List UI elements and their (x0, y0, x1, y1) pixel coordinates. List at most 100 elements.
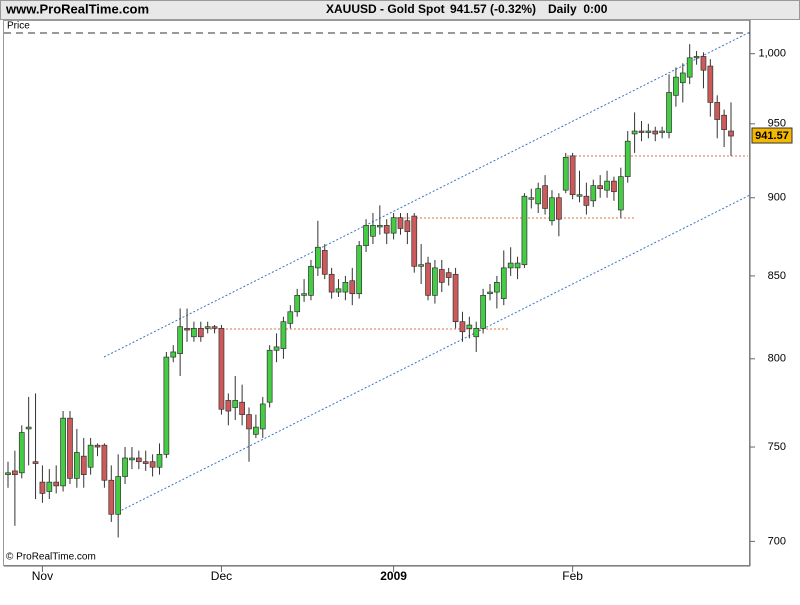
candle-body (342, 282, 349, 293)
candle-body (604, 180, 610, 191)
candle-body (679, 72, 686, 84)
candle-body (611, 180, 617, 193)
y-tick-label: 950 (768, 118, 786, 130)
candle-body (590, 185, 597, 202)
candle-body (80, 455, 87, 476)
candle-body (46, 481, 53, 492)
y-tick-label: 1,000 (758, 48, 786, 60)
candle-body (184, 328, 190, 331)
candle-body (714, 102, 721, 120)
candle-body (542, 185, 548, 209)
candle-body (87, 444, 94, 468)
candle-body (253, 426, 259, 435)
candle-body (638, 130, 645, 133)
candle-body (191, 328, 197, 338)
candle-body (549, 197, 555, 222)
channel-upper (103, 31, 751, 358)
candle-body (624, 140, 631, 178)
candle-body (686, 57, 693, 78)
y-tick-label: 900 (768, 192, 786, 204)
candle-body (500, 267, 507, 299)
candle-body (535, 188, 542, 205)
candle-body (18, 432, 25, 474)
candle-body (197, 328, 204, 338)
candle-body (652, 130, 659, 135)
candle-body (693, 56, 700, 59)
candle-body (5, 472, 11, 476)
candle-body (156, 453, 163, 468)
y-tick-label: 850 (768, 270, 786, 282)
candle-body (418, 264, 424, 267)
candle-body (528, 197, 535, 200)
candle-body (356, 245, 363, 295)
candle-body (287, 311, 294, 324)
candle-body (583, 195, 590, 206)
candle-body (645, 130, 652, 133)
axis-label: Price (7, 21, 30, 32)
candle-body (239, 401, 245, 415)
candle-body (135, 457, 142, 463)
candle-body (438, 269, 445, 283)
candle-body (53, 481, 60, 487)
price-change: 941.57 (-0.32%) (450, 2, 536, 16)
candle-body (12, 470, 18, 476)
candle-body (94, 444, 101, 448)
candle-body (129, 457, 135, 461)
candle-body (569, 155, 576, 196)
channel-lower (117, 194, 751, 513)
candle-body (170, 351, 177, 358)
candle-body (507, 262, 514, 269)
candle-body (673, 76, 679, 96)
candle-body (432, 267, 438, 296)
candle-body (721, 114, 727, 130)
candle-body (363, 225, 369, 247)
candle-body (707, 65, 714, 103)
candle-body (301, 293, 307, 296)
candle-body (425, 262, 431, 296)
candle-body (280, 321, 287, 349)
x-tick-label: 2009 (380, 569, 407, 583)
candle-body (294, 294, 301, 313)
x-tick-label: Feb (562, 569, 583, 583)
candle-body (466, 324, 473, 329)
candle-body (25, 426, 32, 430)
timeframe: Daily 0:00 (548, 2, 608, 16)
candle-body (266, 349, 273, 403)
candle-body (514, 262, 521, 269)
candle-body (67, 417, 73, 479)
candle-body (666, 92, 672, 133)
candle-body (556, 197, 562, 220)
price-tag: 941.57 (755, 130, 789, 142)
candle-body (335, 288, 342, 293)
candle-body (232, 400, 239, 408)
candle-body (108, 479, 115, 515)
candle-body (74, 452, 80, 479)
candle-body (273, 346, 280, 351)
candle-body (576, 194, 583, 197)
candle-body (480, 294, 486, 329)
candle-body (452, 273, 459, 323)
candle-body (473, 328, 480, 338)
candle-body (177, 326, 183, 355)
candle-body (315, 246, 321, 269)
candle-body (204, 326, 211, 329)
candle-body (32, 461, 39, 464)
candle-body (101, 444, 108, 481)
candle-body (149, 461, 156, 468)
candle-body (376, 225, 383, 228)
candle-body (487, 291, 493, 295)
copyright: © ProRealTime.com (6, 552, 96, 563)
candle-body (404, 220, 411, 232)
y-tick-label: 800 (768, 353, 786, 365)
candle-body (39, 481, 46, 494)
candle-body (659, 130, 665, 133)
price-tag-box (751, 127, 793, 144)
candle-body (390, 217, 397, 234)
candle-body (459, 321, 466, 333)
candle-body (321, 250, 328, 275)
candle-body (494, 282, 500, 293)
candle-body (246, 414, 252, 430)
candle-body (142, 461, 149, 464)
candle-body (122, 457, 128, 477)
